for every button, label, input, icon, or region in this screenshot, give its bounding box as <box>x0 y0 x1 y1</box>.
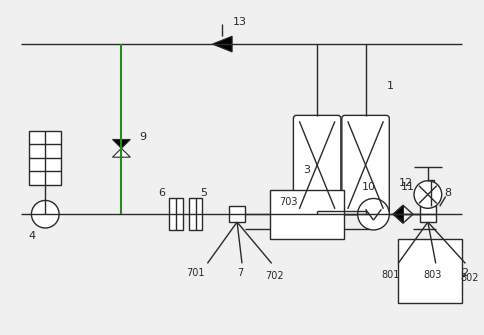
Text: 11: 11 <box>400 182 414 192</box>
Bar <box>188 198 202 230</box>
Text: 802: 802 <box>459 273 478 283</box>
Text: 8: 8 <box>443 188 450 198</box>
Text: 702: 702 <box>265 271 283 281</box>
Circle shape <box>413 181 441 208</box>
Text: 4: 4 <box>29 231 36 241</box>
Polygon shape <box>112 139 130 148</box>
Polygon shape <box>212 36 232 52</box>
FancyBboxPatch shape <box>341 115 389 215</box>
Text: 3: 3 <box>302 165 309 175</box>
Text: 703: 703 <box>279 197 297 207</box>
Text: 803: 803 <box>423 270 441 280</box>
Bar <box>269 190 343 239</box>
Text: 9: 9 <box>139 132 147 141</box>
Bar <box>419 206 435 222</box>
Text: 701: 701 <box>186 268 204 278</box>
Polygon shape <box>393 205 402 223</box>
Text: 13: 13 <box>232 17 246 27</box>
Text: 12: 12 <box>398 178 412 188</box>
Text: 5: 5 <box>199 188 207 198</box>
Text: 2: 2 <box>460 268 467 278</box>
Bar <box>228 206 244 222</box>
Bar <box>30 131 61 185</box>
Text: 1: 1 <box>386 81 393 91</box>
Text: 10: 10 <box>361 182 375 192</box>
Text: 6: 6 <box>158 188 165 198</box>
Bar <box>427 180 433 199</box>
Circle shape <box>31 200 59 228</box>
FancyBboxPatch shape <box>293 115 340 215</box>
Text: 7: 7 <box>236 268 242 278</box>
Polygon shape <box>112 148 130 157</box>
Bar <box>397 239 462 303</box>
Text: 801: 801 <box>380 270 399 280</box>
Circle shape <box>357 198 389 230</box>
Bar <box>168 198 182 230</box>
